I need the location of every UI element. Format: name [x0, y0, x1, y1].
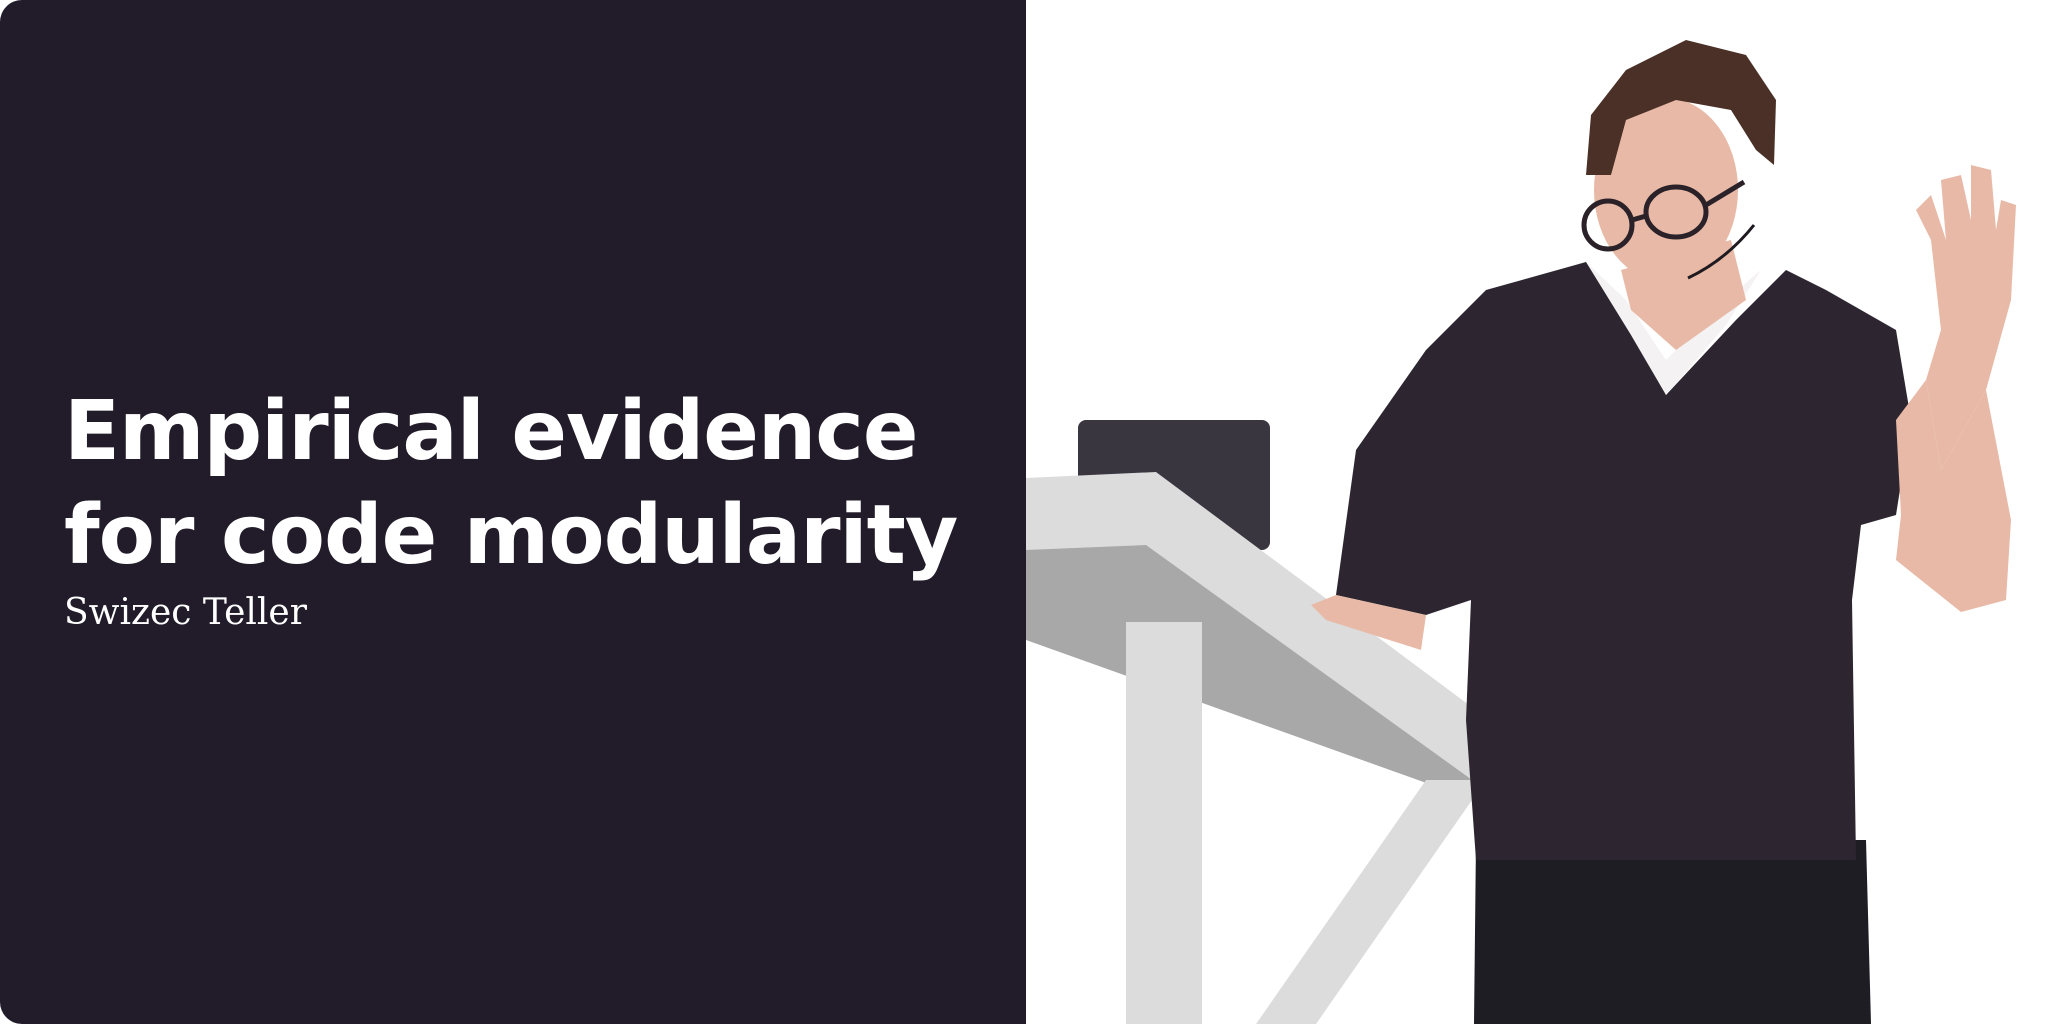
podium-icon [1026, 472, 1516, 1024]
speaker-at-podium-icon [1026, 0, 2048, 1024]
author-name: Swizec Teller [64, 592, 307, 633]
talk-title-line-2: for code modularity [64, 488, 958, 583]
talk-title-line-1: Empirical evidence [64, 384, 919, 479]
speaker-figure [1311, 40, 2016, 1024]
speaker-photo [1026, 0, 2048, 1024]
talk-title: Empirical evidence for code modularity [64, 380, 1004, 588]
title-panel: Empirical evidence for code modularity S… [0, 0, 1026, 1024]
